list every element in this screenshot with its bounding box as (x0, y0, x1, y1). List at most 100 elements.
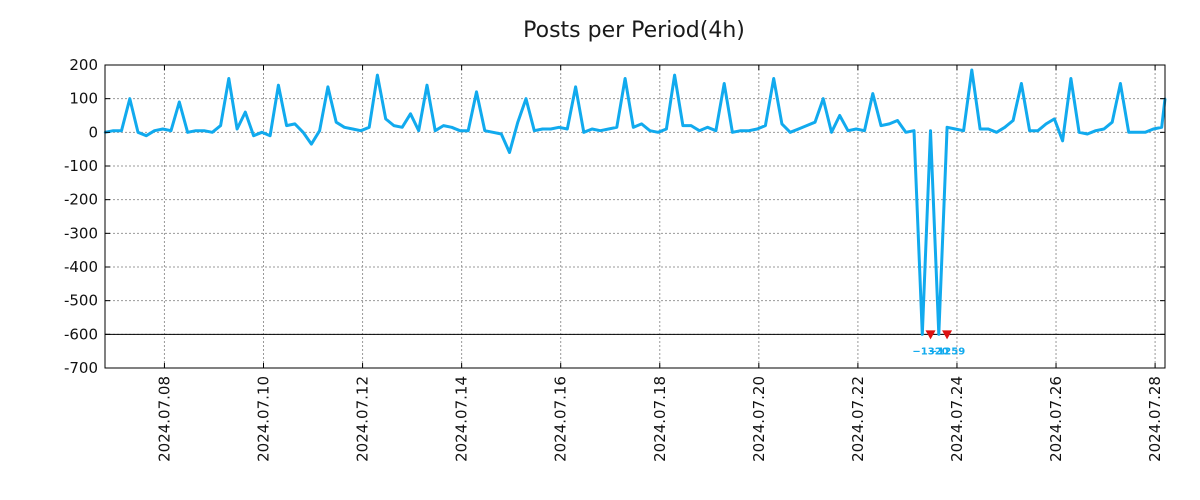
y-tick-label: -400 (64, 258, 98, 276)
data-point (145, 134, 148, 137)
data-point (755, 127, 759, 131)
data-point (1044, 122, 1048, 126)
y-tick-label: -700 (64, 359, 98, 377)
data-point (301, 131, 305, 134)
data-point (863, 129, 866, 132)
data-point (334, 121, 338, 124)
data-point (252, 134, 255, 137)
data-point (557, 126, 561, 129)
clip-marker (942, 330, 953, 340)
data-point (227, 77, 231, 80)
data-point (1069, 77, 1073, 80)
data-point (277, 84, 280, 87)
clip-markers: −1320−1259 (912, 330, 965, 357)
data-point (310, 142, 313, 146)
data-point (599, 129, 602, 132)
data-point (855, 127, 858, 131)
y-tick-label: -200 (64, 191, 98, 209)
data-point (937, 333, 941, 336)
data-point (954, 127, 957, 131)
data-point (772, 77, 775, 80)
data-point (714, 129, 718, 132)
data-point (128, 97, 131, 100)
data-point (780, 122, 784, 126)
data-point (1028, 129, 1031, 132)
data-point (549, 127, 552, 131)
data-point (1152, 127, 1155, 131)
data-point (1094, 129, 1097, 132)
data-point (764, 124, 767, 127)
x-tick-label: 2024.07.24 (948, 376, 966, 462)
data-point (871, 92, 874, 95)
clip-value-label: −1320 (912, 346, 948, 357)
series-group (103, 68, 1167, 336)
data-point (318, 129, 321, 132)
data-point (384, 117, 387, 121)
y-tick-label: -100 (64, 157, 98, 175)
x-tick-label: 2024.07.16 (552, 376, 570, 462)
data-point (136, 131, 140, 134)
data-point (1077, 131, 1081, 134)
data-point (904, 131, 907, 134)
data-point (1036, 129, 1040, 132)
data-point (524, 97, 528, 100)
data-point (805, 124, 808, 127)
data-point (516, 121, 519, 124)
data-point (442, 124, 445, 127)
data-point (615, 126, 619, 129)
data-point (508, 151, 511, 154)
data-point (491, 131, 495, 134)
data-point (838, 114, 841, 117)
x-tick-label: 2024.07.12 (354, 376, 372, 462)
data-point (574, 85, 577, 89)
data-point (500, 132, 503, 136)
data-point (1127, 131, 1130, 134)
data-point (169, 129, 173, 132)
clip-marker (925, 330, 936, 340)
data-point (813, 121, 817, 124)
grid (105, 65, 1165, 368)
data-point (112, 129, 115, 132)
data-point (1135, 131, 1139, 134)
y-tick-label: -600 (64, 325, 98, 343)
data-point (607, 127, 610, 131)
data-point (962, 129, 965, 132)
data-point (846, 129, 850, 132)
data-point (409, 112, 412, 116)
data-point (202, 129, 206, 132)
y-tick-label: 0 (88, 123, 98, 141)
data-point (830, 131, 833, 134)
data-point (1020, 82, 1023, 85)
data-point (722, 82, 726, 85)
data-point (219, 124, 222, 127)
data-point (343, 126, 346, 129)
data-point (483, 129, 486, 132)
data-point (665, 127, 668, 131)
data-point (425, 84, 429, 87)
x-tick-label: 2024.07.18 (651, 376, 669, 462)
y-tick-label: -500 (64, 292, 98, 310)
data-point (582, 131, 586, 134)
data-point (194, 129, 198, 132)
plot-area-frame (104, 64, 1166, 369)
data-point (912, 129, 916, 132)
data-point (673, 73, 676, 77)
data-point (268, 134, 272, 137)
clip-value-label: −1259 (929, 346, 965, 357)
data-point (1102, 127, 1106, 131)
data-point (689, 124, 693, 127)
data-point (475, 90, 478, 94)
data-point (987, 127, 990, 131)
data-point (1003, 126, 1007, 129)
data-point (566, 127, 569, 131)
data-point (698, 129, 701, 132)
data-point (896, 119, 899, 122)
data-point (1110, 121, 1114, 124)
data-point (1011, 119, 1015, 122)
data-point (970, 68, 974, 72)
data-point (417, 129, 420, 132)
data-point (244, 110, 247, 114)
data-point (640, 122, 643, 126)
data-point (921, 333, 924, 336)
